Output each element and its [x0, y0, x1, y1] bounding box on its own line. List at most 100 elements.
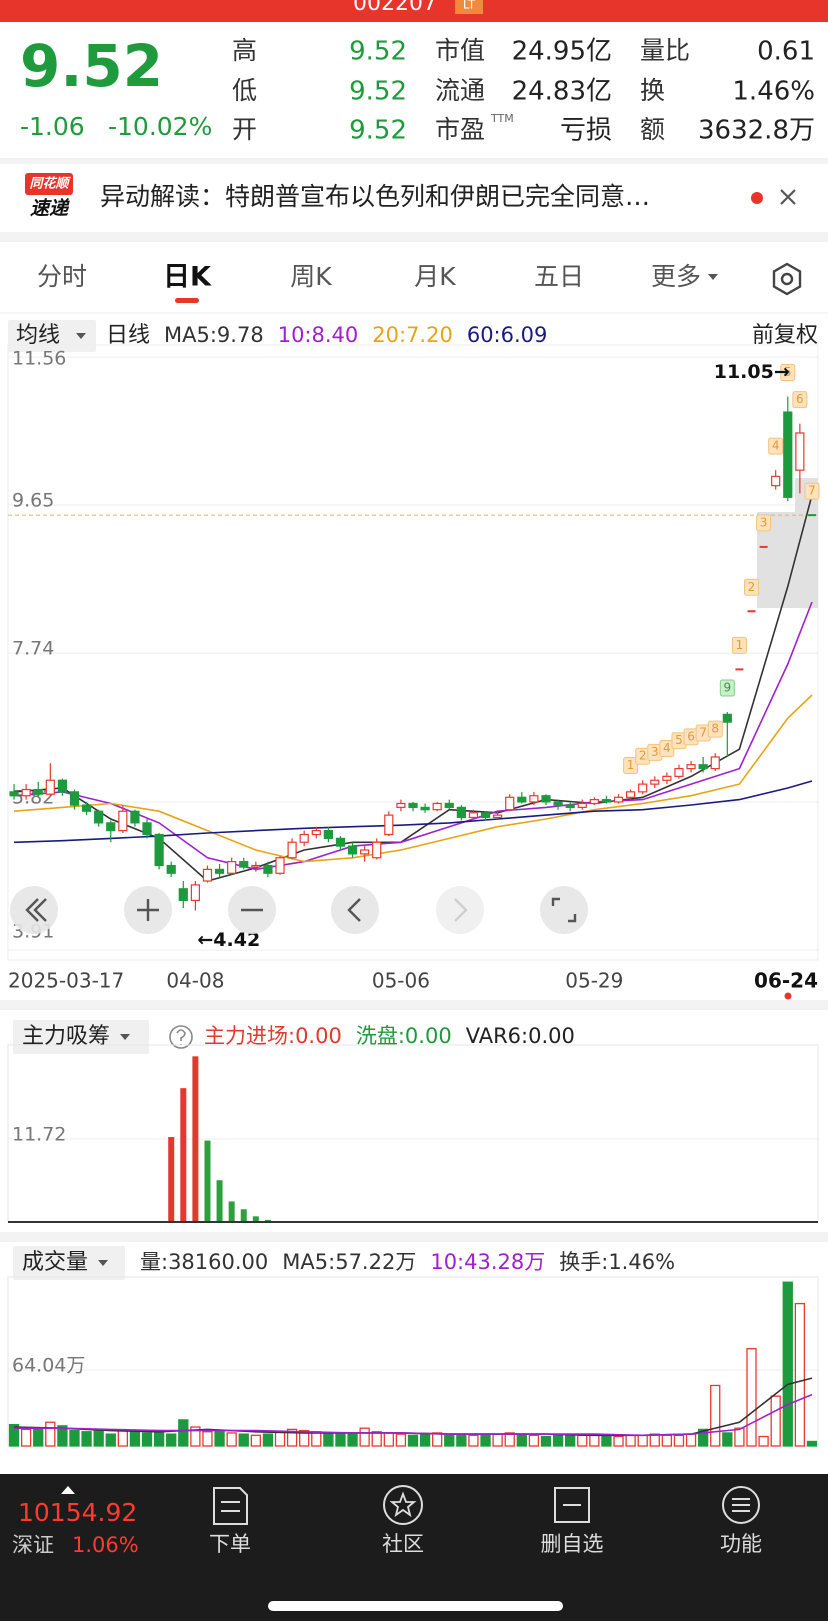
volume-bar — [697, 1428, 709, 1447]
bar — [228, 1201, 235, 1222]
bar — [264, 1219, 271, 1222]
candle-body — [81, 804, 92, 812]
indicator-name[interactable]: 成交量 — [22, 1250, 88, 1275]
tab[interactable]: 周K — [290, 262, 332, 291]
volume-bar — [637, 1434, 648, 1447]
tab[interactable]: 月K — [414, 262, 456, 291]
control-icon — [347, 898, 361, 922]
help-icon[interactable] — [169, 1025, 193, 1049]
y-tick-label: 11.72 — [12, 1124, 66, 1146]
candle-body — [130, 810, 140, 824]
settings-icon[interactable] — [772, 262, 802, 296]
index-change: 1.06% — [72, 1533, 139, 1557]
volume-bar — [105, 1433, 116, 1447]
indicator-box[interactable] — [13, 1246, 125, 1280]
candle-body — [239, 861, 249, 868]
sequence-box — [707, 720, 723, 738]
volume-bar — [710, 1384, 721, 1447]
control-icon — [551, 897, 577, 923]
volume-bar — [81, 1431, 92, 1447]
news-dot — [751, 192, 763, 204]
legend-entry: 量:38160.00 — [140, 1250, 268, 1274]
candle-body — [396, 802, 406, 808]
volume-bar — [202, 1431, 213, 1447]
nav-item[interactable]: 删自选 — [541, 1532, 604, 1556]
y-tick-label: 9.65 — [12, 490, 54, 512]
candle-body — [154, 833, 164, 867]
volume-bar — [33, 1427, 44, 1447]
sequence-label: 6 — [796, 392, 804, 406]
sequence-label: 6 — [687, 729, 695, 743]
news-text[interactable]: 异动解读：特朗普宣布以色列和伊朗已完全同意… — [100, 182, 650, 211]
nav-item[interactable]: 社区 — [382, 1532, 424, 1556]
badge: LT — [463, 0, 476, 12]
adjust[interactable]: 前复权 — [752, 323, 818, 348]
volume-bar — [661, 1434, 673, 1447]
control-icon — [137, 899, 159, 921]
control-button[interactable] — [540, 886, 588, 934]
indicator-box[interactable] — [8, 320, 96, 352]
candle-body — [263, 864, 273, 874]
sequence-box — [744, 578, 760, 596]
candle-body — [227, 861, 237, 874]
control-button[interactable] — [331, 886, 379, 934]
volume-bar — [504, 1432, 515, 1447]
candle-body — [432, 802, 442, 811]
candle-body — [190, 884, 200, 901]
tabs: 分时 日K 周K 月K 五日 更多 — [37, 262, 718, 303]
volume-chart: 成交量 量:38160.00 MA5:57.22万 10:43.28万 换手:1.46%… — [7, 1246, 819, 1447]
candle-body — [142, 822, 152, 836]
ma-label: 20:7.20 — [372, 323, 453, 347]
sequence-box — [792, 391, 808, 409]
nav-item[interactable]: 下单 — [209, 1532, 251, 1556]
sequence-label: 1 — [627, 758, 635, 772]
y-tick-label: 64.04万 — [12, 1354, 85, 1376]
candle-body — [323, 830, 333, 839]
volume-bar — [540, 1435, 552, 1447]
candle-body — [686, 764, 696, 770]
dropdown-arrow — [120, 1034, 131, 1040]
x-tick-label: 2025-03-17 — [8, 969, 124, 993]
tab[interactable]: 更多 — [651, 262, 701, 291]
tab[interactable]: 分时 — [37, 262, 87, 291]
tab[interactable]: 日K — [163, 262, 212, 293]
candle-body — [722, 713, 732, 723]
nav: 下单 社区 删自选 功能 — [209, 1532, 762, 1556]
field-value: 24.83亿 — [512, 77, 612, 107]
title-bar — [0, 0, 828, 22]
tab[interactable]: 五日 — [534, 262, 584, 291]
control-button[interactable] — [436, 886, 484, 934]
sequence-label: 4 — [772, 439, 780, 453]
candle-body — [771, 475, 781, 487]
volume-bar — [214, 1431, 225, 1447]
close-icon[interactable] — [780, 189, 796, 205]
x-tick-label: 05-29 — [565, 969, 623, 993]
candle-body — [9, 791, 19, 797]
legend-entry: VAR6:0.00 — [466, 1024, 575, 1048]
candle-body — [372, 841, 382, 859]
candle-body — [287, 841, 297, 859]
indicator-name[interactable]: 均线 — [16, 323, 60, 348]
volume-bar — [69, 1429, 80, 1447]
field-label: 额 — [640, 115, 665, 144]
nav-item[interactable]: 功能 — [720, 1532, 762, 1556]
field-label: 流通 — [435, 76, 485, 105]
sequence-label: 3 — [760, 515, 768, 529]
sequence-label: 1 — [736, 638, 744, 652]
index-value[interactable]: 10154.92 — [18, 1498, 137, 1527]
volume-bar — [311, 1431, 322, 1447]
volume-bar — [601, 1434, 612, 1447]
x-tick-label: 04-08 — [166, 969, 224, 993]
divider — [0, 158, 828, 164]
date-dot — [784, 992, 792, 1000]
candle-body — [384, 814, 394, 836]
volume-bar — [238, 1433, 249, 1447]
ma-line — [13, 780, 813, 844]
volume-bar — [613, 1435, 624, 1447]
candle-body — [662, 775, 672, 781]
nav-icon — [389, 1491, 417, 1518]
